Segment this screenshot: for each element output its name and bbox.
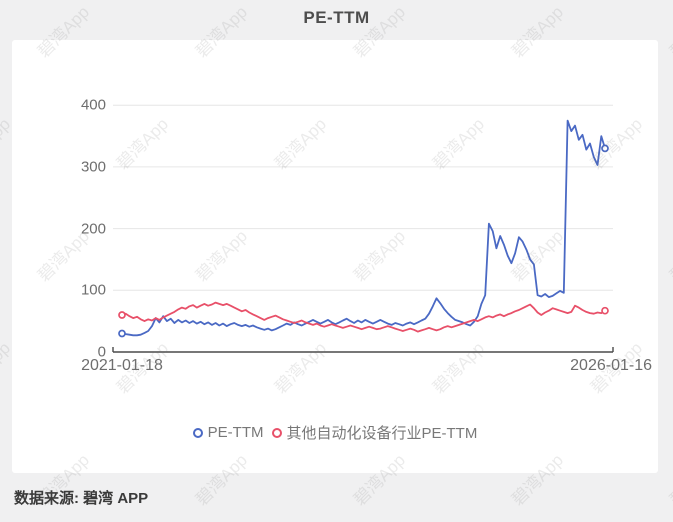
legend-label: 其他自动化设备行业PE-TTM <box>286 425 478 442</box>
series-line-0[interactable] <box>121 119 606 337</box>
y-axis-tick-label: 100 <box>80 281 106 299</box>
legend-marker-circle-icon <box>271 427 282 438</box>
legend-item-pe-ttm[interactable]: PE-TTM <box>192 424 264 441</box>
legend-marker-circle-icon <box>192 427 203 438</box>
data-source-label: 数据来源: 碧湾 APP <box>14 490 149 507</box>
legend-label: PE-TTM <box>207 424 264 441</box>
series-endpoint-marker <box>118 311 126 319</box>
y-axis-tick-label: 200 <box>80 220 106 238</box>
y-axis-tick-label: 0 <box>97 343 106 361</box>
page-title: PE-TTM <box>303 8 370 27</box>
y-axis-tick-label: 300 <box>80 158 106 176</box>
chart-plot-area[interactable] <box>12 40 658 473</box>
watermark-text: 碧湾App <box>666 226 673 286</box>
chart-legend: PE-TTM 其他自动化设备行业PE-TTM <box>12 422 658 443</box>
watermark-text: 碧湾App <box>666 450 673 510</box>
y-axis-tick-label: 400 <box>80 96 106 114</box>
series-endpoint-marker <box>601 144 609 153</box>
x-axis-end-label: 2026-01-16 <box>570 357 652 374</box>
series-endpoint-marker <box>601 306 609 315</box>
series-endpoint-marker <box>118 329 126 338</box>
chart-card: 400 300 200 100 0 2021-01-18 2026-01-16 … <box>12 40 658 473</box>
series-line-1[interactable] <box>121 301 606 333</box>
x-axis-start-label: 2021-01-18 <box>81 357 163 374</box>
legend-item-industry[interactable]: 其他自动化设备行业PE-TTM <box>271 422 478 443</box>
